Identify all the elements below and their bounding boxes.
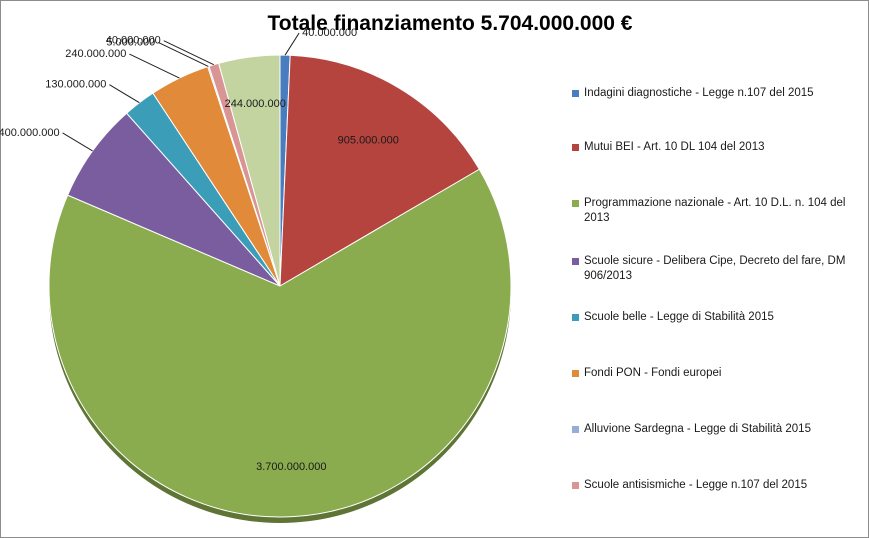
legend-label: Fondi PON - Fondi europei: [584, 367, 722, 379]
legend-swatch: [572, 370, 579, 377]
legend-label: Scuole sicure - Delibera Cipe, Decreto d…: [584, 255, 846, 282]
legend-swatch: [572, 482, 579, 489]
legend-label: Mutui BEI - Art. 10 DL 104 del 2013: [584, 141, 765, 153]
pie-slice: [48, 168, 512, 518]
pie-data-label: 130.000.000: [45, 79, 106, 91]
legend-item: Scuole antisismiche - Legge n.107 del 20…: [572, 478, 862, 493]
pie-leader-line: [163, 40, 214, 66]
pie-leader-line: [284, 32, 300, 56]
legend-item: Scuole belle - Legge di Stabilità 2015: [572, 310, 862, 325]
pie-leader-line: [129, 53, 180, 79]
pie-slice: [218, 54, 281, 287]
pie-data-label: 905.000.000: [338, 135, 399, 147]
legend-item: Indagini diagnostiche - Legge n.107 del …: [572, 86, 862, 101]
pie-data-label: 240.000.000: [65, 48, 126, 60]
legend-item: Fondi PON - Fondi europei: [572, 366, 862, 381]
legend-label: Scuole antisismiche - Legge n.107 del 20…: [584, 479, 808, 491]
legend-item: Programmazione nazionale - Art. 10 D.L. …: [572, 196, 862, 226]
legend-label: Indagini diagnostiche - Legge n.107 del …: [584, 87, 814, 99]
legend-item: Scuole sicure - Delibera Cipe, Decreto d…: [572, 254, 862, 284]
legend-swatch: [572, 314, 579, 321]
legend-swatch: [572, 200, 579, 207]
pie-leader-line: [158, 41, 209, 67]
pie-data-label: 5.000.000: [106, 36, 155, 48]
pie-slice: [279, 54, 481, 287]
legend-swatch: [572, 144, 579, 151]
legend-swatch: [572, 90, 579, 97]
pie-data-label: 3.700.000.000: [256, 461, 326, 473]
legend-label: Programmazione nazionale - Art. 10 D.L. …: [584, 197, 846, 224]
pie-data-label: 244.000.000: [225, 98, 286, 110]
legend-label: Alluvione Sardegna - Legge di Stabilità …: [584, 423, 811, 435]
legend-label: Scuole belle - Legge di Stabilità 2015: [584, 311, 774, 323]
pie-data-label: 400.000.000: [0, 127, 60, 139]
pie-leader-line: [109, 84, 140, 104]
pie-data-label: 40.000.000: [302, 27, 357, 39]
chart-title: Totale finanziamento 5.704.000.000 €: [267, 12, 633, 35]
pie-slice: [66, 112, 281, 287]
legend-swatch: [572, 426, 579, 433]
pie-data-label: 40.000.000: [106, 35, 161, 47]
legend-item: Mutui BEI - Art. 10 DL 104 del 2013: [572, 140, 862, 155]
legend-swatch: [572, 258, 579, 265]
legend-item: Alluvione Sardegna - Legge di Stabilità …: [572, 422, 862, 437]
pie-leader-line: [62, 132, 93, 152]
